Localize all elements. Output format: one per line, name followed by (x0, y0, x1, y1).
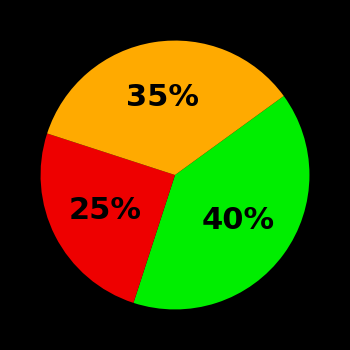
Wedge shape (47, 41, 284, 175)
Text: 25%: 25% (69, 196, 142, 225)
Text: 40%: 40% (202, 206, 275, 235)
Wedge shape (133, 96, 309, 309)
Text: 35%: 35% (126, 84, 199, 112)
Wedge shape (41, 133, 175, 303)
